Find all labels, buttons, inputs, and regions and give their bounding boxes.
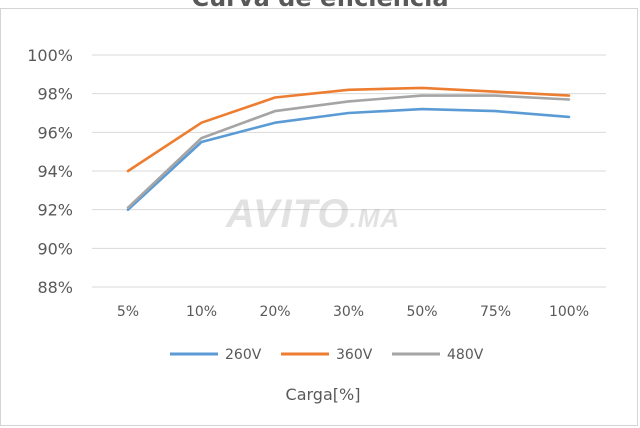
x-tick-label: 100%	[549, 304, 589, 320]
legend-label: 260V	[225, 347, 262, 363]
y-tick-label: 90%	[37, 239, 73, 258]
legend: 260V 360V 480V	[170, 347, 484, 363]
y-tick-label: 94%	[37, 162, 73, 181]
series-line-360V	[126, 86, 571, 173]
x-tick-label: 75%	[480, 304, 511, 320]
y-tick-labels: 88% 90% 92% 94% 96% 98% 100%	[27, 46, 73, 297]
chart-title: Curva de eficiencia	[0, 0, 640, 12]
x-tick-labels: 5% 10% 20% 30% 50% 75% 100%	[117, 304, 589, 320]
y-tick-label: 92%	[37, 201, 73, 220]
legend-label: 480V	[447, 347, 484, 363]
x-tick-label: 10%	[186, 304, 217, 320]
x-tick-label: 30%	[333, 304, 364, 320]
x-tick-label: 50%	[406, 304, 437, 320]
watermark-logo: AVITO.MA	[226, 192, 401, 236]
series-line-260V	[126, 107, 571, 211]
x-tick-label: 20%	[259, 304, 290, 320]
legend-label: 360V	[336, 347, 373, 363]
y-tick-label: 88%	[37, 278, 73, 297]
series-lines	[126, 86, 571, 211]
x-axis-label: Carga[%]	[286, 385, 361, 404]
chart-frame	[0, 8, 638, 426]
x-tick-label: 5%	[117, 304, 139, 320]
y-tick-label: 100%	[27, 46, 73, 65]
y-tick-label: 98%	[37, 85, 73, 104]
y-tick-label: 96%	[37, 123, 73, 142]
series-line-480V	[126, 94, 571, 209]
